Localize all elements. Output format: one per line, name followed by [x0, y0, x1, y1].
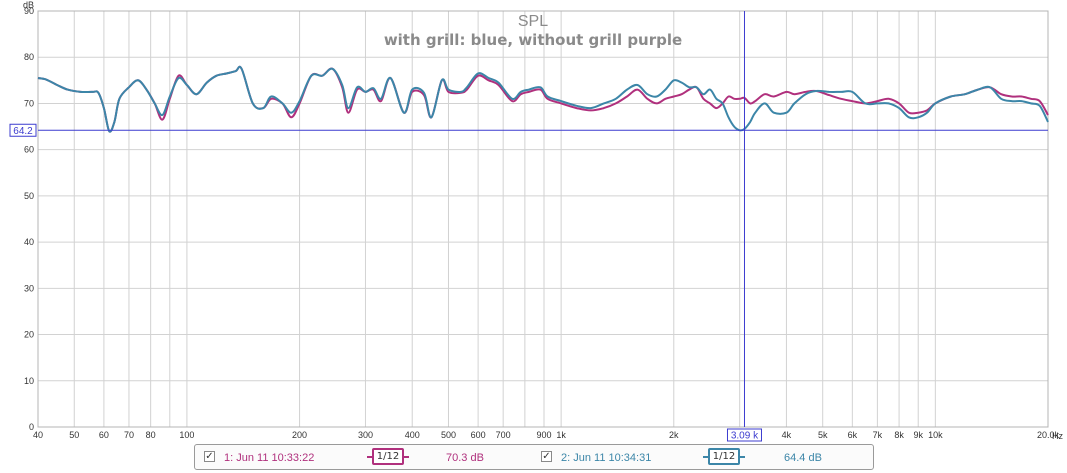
y-tick-label: 0	[29, 422, 34, 432]
x-tick-label: 2k	[669, 430, 679, 440]
x-tick-label: 7k	[873, 430, 883, 440]
x-tick-label: 200	[292, 430, 307, 440]
series1-value: 70.3 dB	[446, 452, 484, 464]
chart-title: SPL	[518, 13, 548, 30]
series2-value: 64.4 dB	[784, 452, 822, 464]
y-tick-label: 30	[24, 283, 34, 293]
series-lines	[37, 65, 1049, 133]
chart-subtitle: with grill: blue, without grill purple	[384, 31, 682, 49]
cursor-y-label: 64.2	[13, 126, 33, 137]
y-tick-labels: 0 10 20 30 40 50 60 70 80 90	[24, 6, 34, 432]
cursor-x-box	[726, 428, 762, 442]
cursor-x-label: 3.09 k	[731, 431, 759, 442]
x-tick-label: 20.0k	[1037, 430, 1060, 440]
y-axis-label: dB	[23, 0, 34, 10]
series1-smoothing-button[interactable]: 1/12	[372, 448, 404, 465]
series2-smoothing-button[interactable]: 1/12	[708, 448, 740, 465]
x-axis-unit: Hz	[1052, 431, 1063, 441]
x-tick-label: 8k	[894, 430, 904, 440]
y-tick-label: 10	[24, 376, 34, 386]
x-tick-label: 100	[179, 430, 194, 440]
y-tick-label: 70	[24, 98, 34, 108]
grid-lines	[38, 10, 1048, 428]
x-tick-label: 600	[471, 430, 486, 440]
plot-frame	[37, 10, 1049, 428]
series1-checkbox[interactable]: ✓	[204, 451, 215, 462]
x-tick-label: 40	[33, 430, 43, 440]
x-tick-label: 1k	[556, 430, 566, 440]
series-1-line	[37, 65, 1049, 133]
x-tick-label: 80	[146, 430, 156, 440]
x-tick-label: 4k	[782, 430, 792, 440]
cursor-y-box	[9, 123, 37, 137]
cursor[interactable]: 64.2 3.09 k	[9, 11, 1048, 442]
y-tick-label: 80	[24, 52, 34, 62]
x-tick-labels: 40 50 60 70 80 100 200 300 400 500 600 700 900 1k 2k 4k…	[33, 430, 1060, 440]
x-tick-label: 50	[69, 430, 79, 440]
x-tick-label: 400	[405, 430, 420, 440]
x-tick-label: 60	[99, 430, 109, 440]
x-tick-label: 700	[496, 430, 511, 440]
y-tick-label: 40	[24, 237, 34, 247]
series1-label: 1: Jun 11 10:33:22	[224, 452, 315, 464]
y-tick-label: 60	[24, 145, 34, 155]
series2-checkbox[interactable]: ✓	[541, 451, 552, 462]
y-tick-label: 90	[24, 6, 34, 16]
x-tick-label: 500	[441, 430, 456, 440]
x-tick-label: 9k	[913, 430, 923, 440]
legend-bar: ✓ 1: Jun 11 10:33:22 1/12 70.3 dB ✓ 2: J…	[194, 444, 874, 470]
x-tick-label: 6k	[848, 430, 858, 440]
x-tick-label: 300	[358, 430, 373, 440]
series2-label: 2: Jun 11 10:34:31	[561, 452, 652, 464]
y-tick-label: 20	[24, 330, 34, 340]
x-tick-label: 70	[124, 430, 134, 440]
x-tick-label: 5k	[818, 430, 828, 440]
x-tick-label: 10k	[928, 430, 943, 440]
spl-chart[interactable]: SPL with grill: blue, without grill purp…	[0, 0, 1067, 442]
x-tick-label: 900	[536, 430, 551, 440]
y-tick-label: 50	[24, 191, 34, 201]
series-2-line	[37, 65, 1049, 133]
